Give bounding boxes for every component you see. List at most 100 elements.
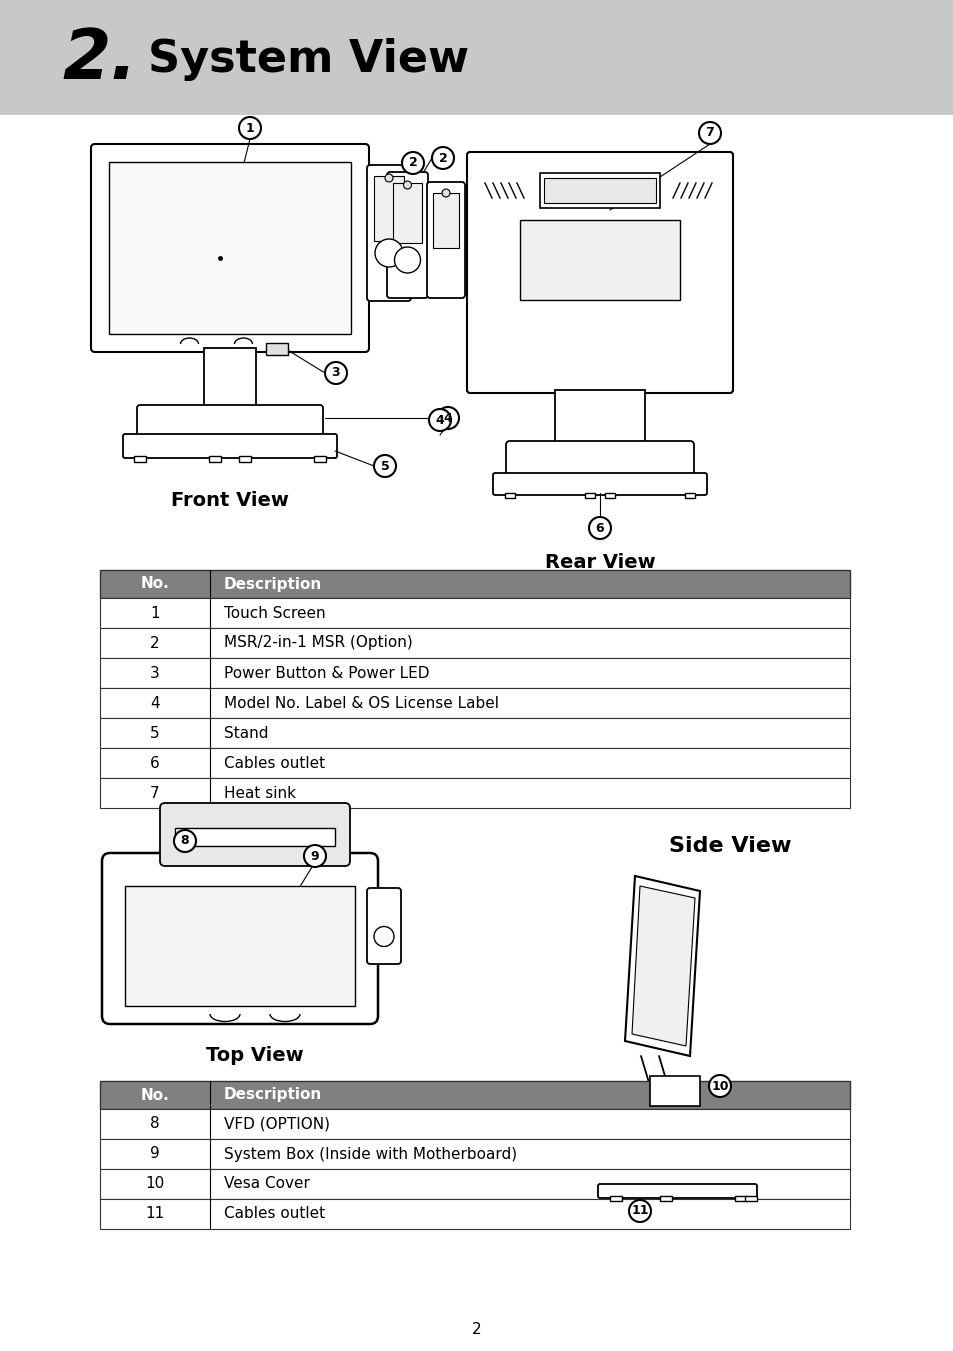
Text: 2: 2 — [438, 151, 447, 165]
Bar — [100, 778, 849, 808]
Text: Vesa Cover: Vesa Cover — [224, 1177, 310, 1192]
Text: System Box (Inside with Motherboard): System Box (Inside with Motherboard) — [224, 1147, 517, 1162]
Text: 9: 9 — [311, 850, 319, 862]
Bar — [109, 162, 351, 334]
Text: System View: System View — [148, 38, 469, 81]
Text: 2: 2 — [150, 635, 160, 650]
Circle shape — [429, 409, 451, 431]
Polygon shape — [599, 1116, 749, 1186]
Text: 11: 11 — [631, 1205, 648, 1217]
Text: 4: 4 — [443, 412, 452, 424]
Circle shape — [401, 153, 423, 174]
Bar — [433, 193, 458, 249]
Bar — [0, 0, 953, 115]
Bar — [209, 457, 221, 462]
Circle shape — [628, 1200, 650, 1223]
Circle shape — [441, 189, 450, 197]
Text: 5: 5 — [150, 725, 160, 740]
Text: 4: 4 — [150, 696, 160, 711]
Bar — [604, 493, 615, 499]
Text: Description: Description — [224, 577, 322, 592]
Text: Cables outlet: Cables outlet — [224, 1206, 325, 1221]
Circle shape — [699, 122, 720, 145]
Bar — [539, 173, 659, 208]
Bar — [374, 176, 403, 240]
Bar — [584, 493, 595, 499]
FancyBboxPatch shape — [367, 165, 411, 301]
Text: 7: 7 — [705, 127, 714, 139]
Circle shape — [588, 517, 610, 539]
Bar — [684, 493, 695, 499]
Bar — [609, 1196, 621, 1201]
Text: MSR/2-in-1 MSR (Option): MSR/2-in-1 MSR (Option) — [224, 635, 413, 650]
Bar — [100, 628, 849, 658]
Bar — [659, 1196, 671, 1201]
Text: 8: 8 — [180, 835, 189, 847]
Bar — [744, 1196, 757, 1201]
Bar — [100, 748, 849, 778]
Text: Power Button & Power LED: Power Button & Power LED — [224, 666, 429, 681]
Text: 1: 1 — [150, 605, 160, 620]
Bar — [555, 390, 644, 444]
Bar — [314, 457, 326, 462]
Bar — [543, 178, 656, 203]
Bar — [519, 220, 679, 300]
Text: 2: 2 — [472, 1323, 481, 1337]
Text: 2.: 2. — [62, 26, 136, 93]
Circle shape — [374, 927, 394, 947]
FancyBboxPatch shape — [123, 434, 336, 458]
Text: 5: 5 — [380, 459, 389, 473]
Text: 7: 7 — [150, 785, 160, 801]
Text: Model No. Label & OS License Label: Model No. Label & OS License Label — [224, 696, 498, 711]
Circle shape — [432, 147, 454, 169]
Bar — [734, 1196, 746, 1201]
Text: Heat sink: Heat sink — [224, 785, 295, 801]
Text: 3: 3 — [150, 666, 160, 681]
Bar — [393, 182, 421, 243]
Text: 11: 11 — [145, 1206, 165, 1221]
Text: Touch Screen: Touch Screen — [224, 605, 325, 620]
Circle shape — [436, 407, 458, 430]
FancyBboxPatch shape — [102, 852, 377, 1024]
FancyBboxPatch shape — [367, 888, 400, 965]
Bar — [100, 570, 849, 598]
Bar — [100, 717, 849, 748]
Text: 10: 10 — [145, 1177, 165, 1192]
FancyBboxPatch shape — [160, 802, 350, 866]
Circle shape — [375, 239, 402, 267]
Text: 9: 9 — [150, 1147, 160, 1162]
Bar — [100, 1109, 849, 1139]
Bar — [649, 1075, 700, 1106]
Bar — [174, 828, 335, 846]
Text: VFD (OPTION): VFD (OPTION) — [224, 1116, 330, 1132]
Text: Cables outlet: Cables outlet — [224, 755, 325, 770]
Bar — [100, 658, 849, 688]
Circle shape — [708, 1075, 730, 1097]
Bar — [239, 457, 251, 462]
Text: 1: 1 — [245, 122, 254, 135]
Text: 6: 6 — [595, 521, 603, 535]
Text: Top View: Top View — [206, 1046, 303, 1065]
FancyBboxPatch shape — [598, 1183, 757, 1198]
Text: 6: 6 — [150, 755, 160, 770]
Text: 3: 3 — [332, 366, 340, 380]
Text: Front View: Front View — [171, 490, 289, 509]
Bar — [504, 493, 515, 499]
Polygon shape — [631, 886, 695, 1046]
Text: Side View: Side View — [668, 836, 790, 857]
FancyBboxPatch shape — [467, 153, 732, 393]
Circle shape — [403, 181, 411, 189]
Text: No.: No. — [140, 577, 170, 592]
Bar — [133, 457, 146, 462]
FancyBboxPatch shape — [505, 440, 693, 480]
Circle shape — [304, 844, 326, 867]
Bar — [100, 1169, 849, 1198]
Circle shape — [173, 830, 195, 852]
Bar — [125, 886, 355, 1006]
Text: Rear View: Rear View — [544, 553, 655, 571]
Bar — [100, 1139, 849, 1169]
FancyBboxPatch shape — [387, 172, 428, 299]
FancyBboxPatch shape — [427, 182, 464, 299]
Circle shape — [385, 174, 393, 182]
Text: Stand: Stand — [224, 725, 268, 740]
